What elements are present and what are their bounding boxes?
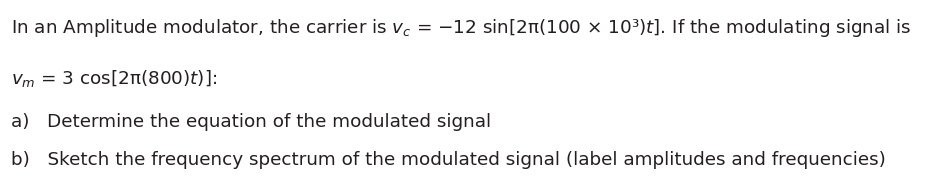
Text: In an Amplitude modulator, the carrier is $v_c$ = −12 sin[2π(100 × 10³)$t$]. If : In an Amplitude modulator, the carrier i… [11, 17, 912, 39]
Text: $v_m$ = 3 cos[2π(800)$t$)]:: $v_m$ = 3 cos[2π(800)$t$)]: [11, 68, 218, 89]
Text: a)   Determine the equation of the modulated signal: a) Determine the equation of the modulat… [11, 113, 492, 131]
Text: b)   Sketch the frequency spectrum of the modulated signal (label amplitudes and: b) Sketch the frequency spectrum of the … [11, 151, 886, 169]
